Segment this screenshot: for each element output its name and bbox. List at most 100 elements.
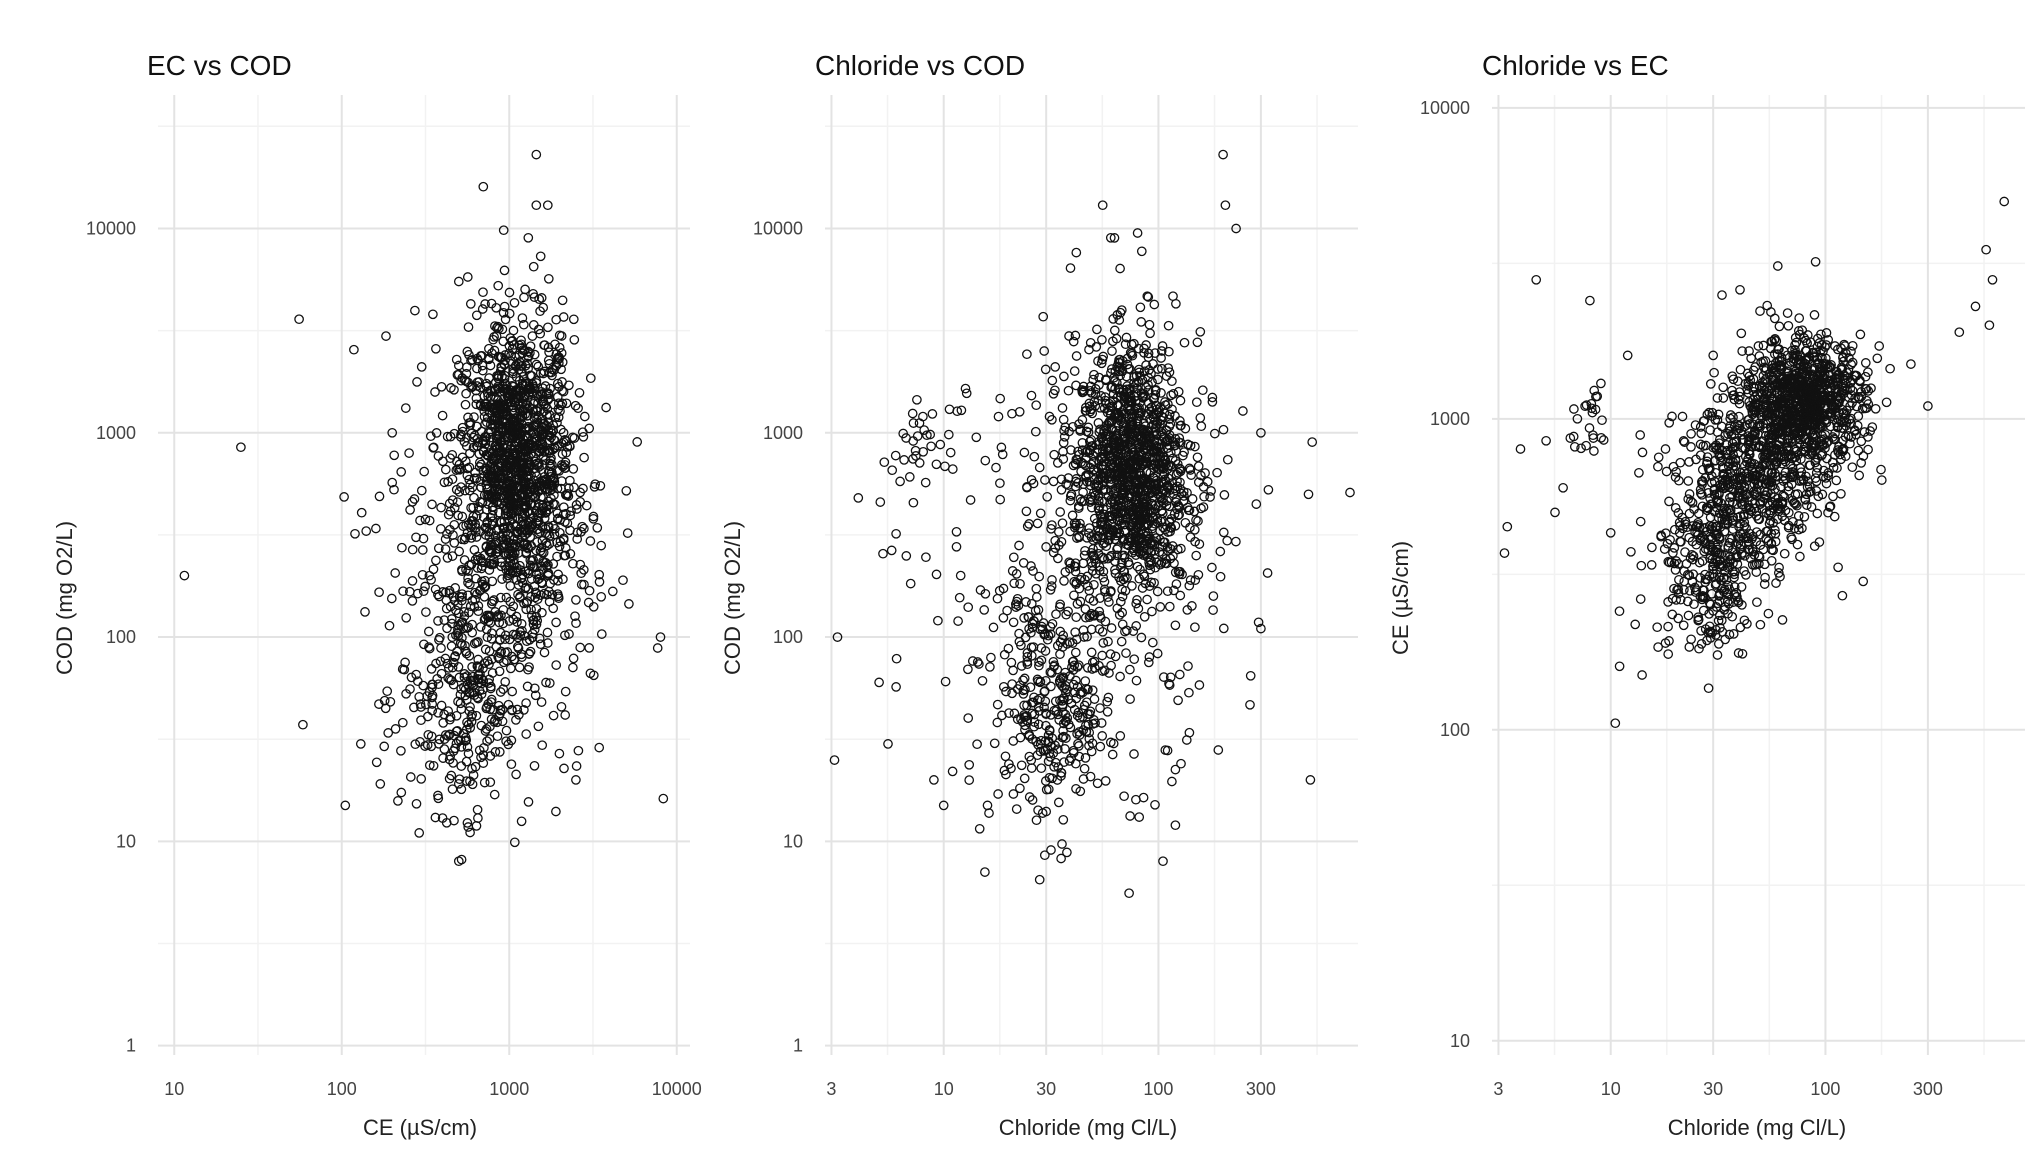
- data-point: [1134, 812, 1145, 822]
- data-point: [485, 704, 496, 715]
- data-point: [517, 512, 528, 522]
- data-point: [478, 287, 488, 298]
- data-point: [397, 717, 408, 728]
- data-point: [1766, 307, 1776, 317]
- data-point: [964, 775, 975, 785]
- data-point: [1086, 647, 1097, 658]
- data-point: [1187, 494, 1198, 504]
- data-point: [1685, 496, 1696, 506]
- data-point: [1762, 300, 1773, 311]
- data-point: [526, 604, 536, 615]
- data-point: [495, 592, 506, 603]
- data-point: [410, 739, 421, 750]
- data-point: [573, 745, 584, 756]
- data-point: [1059, 576, 1069, 586]
- data-point: [1072, 728, 1082, 739]
- data-point: [1153, 407, 1164, 417]
- data-point: [1031, 736, 1042, 747]
- data-point: [479, 777, 490, 788]
- data-point: [1046, 681, 1056, 692]
- data-point: [1067, 638, 1078, 648]
- data-point: [1072, 682, 1083, 692]
- data-point: [1116, 448, 1126, 458]
- data-point: [486, 694, 497, 705]
- data-point: [1262, 568, 1273, 578]
- data-point: [573, 403, 583, 414]
- data-point: [526, 371, 537, 381]
- data-point: [1832, 421, 1843, 432]
- data-point: [1164, 680, 1175, 690]
- data-point: [457, 617, 468, 627]
- data-point: [1079, 632, 1089, 642]
- data-point: [1637, 447, 1648, 458]
- data-point: [832, 632, 843, 642]
- data-point: [1019, 673, 1030, 684]
- data-point: [489, 345, 500, 356]
- data-point: [462, 742, 473, 752]
- data-point: [1184, 580, 1195, 591]
- data-point: [1117, 591, 1128, 602]
- data-point: [1173, 695, 1183, 706]
- data-point: [1162, 586, 1173, 597]
- data-point: [1071, 351, 1082, 361]
- data-point: [360, 607, 370, 617]
- data-point: [1189, 524, 1200, 535]
- data-point: [509, 297, 520, 308]
- data-point: [1008, 665, 1018, 676]
- data-point: [1132, 561, 1143, 572]
- data-point: [1209, 428, 1220, 439]
- data-point: [416, 485, 427, 496]
- data-point: [658, 793, 669, 804]
- data-point: [444, 773, 455, 784]
- data-point: [1127, 581, 1137, 591]
- data-point: [456, 761, 467, 771]
- data-point: [1789, 382, 1800, 392]
- data-point: [1841, 405, 1852, 416]
- data-point: [1104, 512, 1114, 522]
- data-point: [1056, 771, 1066, 781]
- data-point: [480, 575, 490, 586]
- data-point: [382, 686, 393, 697]
- data-point: [512, 419, 522, 430]
- data-point: [1194, 680, 1205, 690]
- data-point: [1102, 696, 1113, 707]
- data-point: [396, 467, 407, 477]
- data-point: [1033, 676, 1043, 687]
- data-point: [465, 776, 475, 787]
- data-point: [982, 800, 993, 811]
- data-point: [912, 394, 922, 405]
- data-point: [449, 384, 459, 395]
- data-point: [542, 638, 553, 648]
- data-point: [1131, 550, 1141, 560]
- data-point: [525, 492, 536, 503]
- data-point: [1019, 613, 1029, 623]
- data-point: [554, 330, 565, 341]
- data-point: [1138, 425, 1149, 435]
- data-point: [458, 623, 469, 634]
- data-point: [428, 309, 438, 320]
- data-point: [955, 570, 966, 581]
- data-point: [1222, 535, 1233, 546]
- data-point: [476, 678, 487, 689]
- data-point: [534, 633, 545, 644]
- data-point: [438, 753, 448, 763]
- data-point: [1174, 437, 1184, 448]
- data-point: [1863, 386, 1874, 396]
- data-point: [475, 400, 486, 411]
- data-point: [1193, 569, 1204, 580]
- data-point: [1072, 599, 1083, 609]
- data-point: [477, 557, 488, 568]
- data-point: [1031, 583, 1042, 594]
- data-point: [1001, 686, 1011, 697]
- data-point: [1832, 445, 1843, 455]
- data-point: [908, 418, 919, 428]
- data-point: [1727, 385, 1737, 396]
- data-point: [1158, 549, 1168, 559]
- data-point: [1022, 700, 1032, 711]
- data-point: [1158, 537, 1169, 548]
- data-point: [1191, 550, 1202, 561]
- data-point: [477, 304, 488, 314]
- data-point: [547, 589, 558, 600]
- data-point: [1150, 422, 1161, 433]
